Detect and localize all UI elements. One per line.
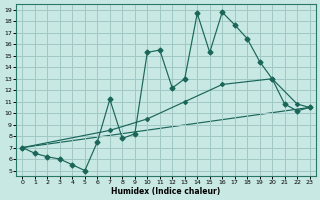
X-axis label: Humidex (Indice chaleur): Humidex (Indice chaleur) <box>111 187 221 196</box>
